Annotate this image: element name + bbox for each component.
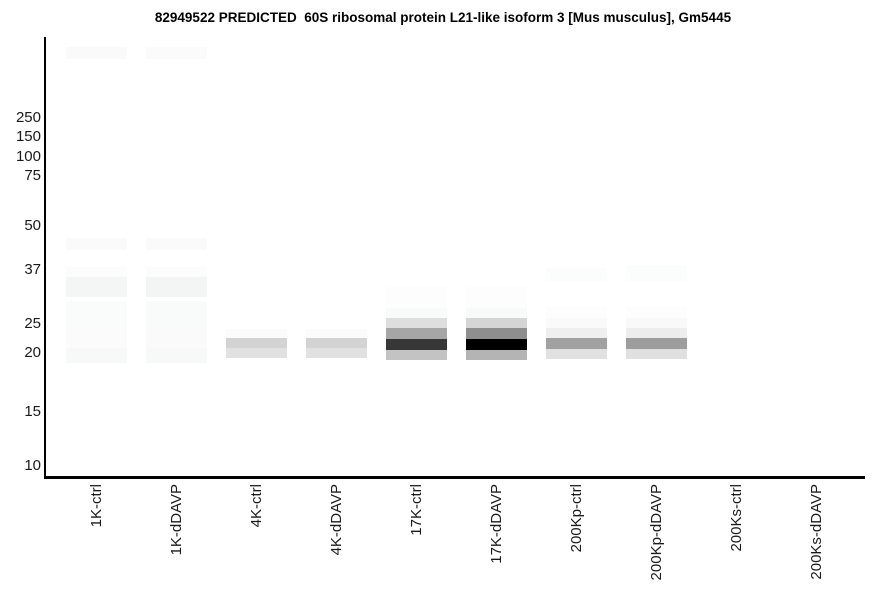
gel-band	[226, 329, 287, 338]
gel-band	[146, 267, 207, 277]
gel-band	[306, 348, 367, 358]
gel-band	[66, 348, 127, 363]
gel-lane	[386, 0, 447, 480]
lane-label-text: 200Kp-dDAVP	[647, 484, 665, 581]
lane-label-text: 200Ks-ctrl	[727, 484, 745, 552]
gel-band	[546, 318, 607, 328]
gel-band	[546, 328, 607, 338]
y-axis-line	[44, 37, 46, 479]
gel-band	[386, 328, 447, 339]
gel-band	[466, 328, 527, 339]
mw-marker-label: 10	[24, 457, 41, 474]
gel-band	[466, 287, 527, 308]
gel-band	[66, 328, 127, 348]
mw-marker-label: 25	[24, 315, 41, 332]
gel-band	[146, 328, 207, 348]
gel-band	[306, 338, 367, 348]
lane-label-text: 4K-dDAVP	[327, 484, 345, 556]
gel-band	[546, 268, 607, 281]
gel-band	[386, 308, 447, 318]
mw-marker-label: 37	[24, 261, 41, 278]
figure-title: 82949522 PREDICTED 60S ribosomal protein…	[154, 10, 732, 25]
gel-band	[146, 348, 207, 363]
mw-marker-label: 75	[24, 167, 41, 184]
gel-lane	[466, 0, 527, 480]
lane-label-text: 17K-dDAVP	[487, 484, 505, 564]
gel-lane	[626, 0, 687, 480]
gel-band	[626, 318, 687, 328]
gel-band	[466, 350, 527, 360]
mw-marker-label: 20	[24, 344, 41, 361]
gel-band	[306, 329, 367, 338]
gel-band	[466, 339, 527, 350]
gel-band	[466, 308, 527, 318]
lane-label-text: 200Kp-ctrl	[567, 484, 585, 553]
gel-band	[386, 350, 447, 360]
gel-band	[66, 277, 127, 297]
lane-label-text: 1K-dDAVP	[167, 484, 185, 556]
lane-label-text: 17K-ctrl	[407, 484, 425, 536]
gel-lane	[66, 0, 127, 480]
gel-band	[66, 238, 127, 250]
lane-label-text: 1K-ctrl	[87, 484, 105, 528]
gel-band	[386, 318, 447, 328]
gel-lane	[786, 0, 847, 480]
gel-band	[146, 47, 207, 59]
gel-band	[546, 349, 607, 359]
gel-band	[226, 348, 287, 358]
gel-band	[66, 267, 127, 277]
gel-lane	[546, 0, 607, 480]
gel-band	[66, 301, 127, 328]
gel-band	[386, 339, 447, 350]
gel-lane	[306, 0, 367, 480]
mw-marker-label: 100	[15, 148, 41, 165]
mw-marker-label: 150	[15, 128, 41, 145]
mw-marker-label: 15	[24, 403, 41, 420]
gel-band	[626, 338, 687, 349]
gel-band	[146, 301, 207, 328]
gel-band	[626, 328, 687, 338]
gel-band	[626, 265, 687, 281]
gel-band	[626, 307, 687, 318]
gel-band	[386, 287, 447, 308]
gel-band	[226, 338, 287, 348]
x-axis-line	[44, 476, 865, 479]
gel-band	[466, 318, 527, 328]
gel-lane	[146, 0, 207, 480]
gel-lane	[706, 0, 767, 480]
gel-band	[546, 307, 607, 318]
mw-marker-label: 250	[15, 109, 41, 126]
gel-band	[546, 338, 607, 349]
gel-lane	[226, 0, 287, 480]
gel-band	[626, 349, 687, 359]
gel-band	[66, 47, 127, 59]
gel-band	[146, 238, 207, 250]
lane-label-text: 4K-ctrl	[247, 484, 265, 528]
lane-label-text: 200Ks-dDAVP	[807, 484, 825, 580]
gel-band	[146, 277, 207, 297]
mw-marker-label: 50	[24, 217, 41, 234]
